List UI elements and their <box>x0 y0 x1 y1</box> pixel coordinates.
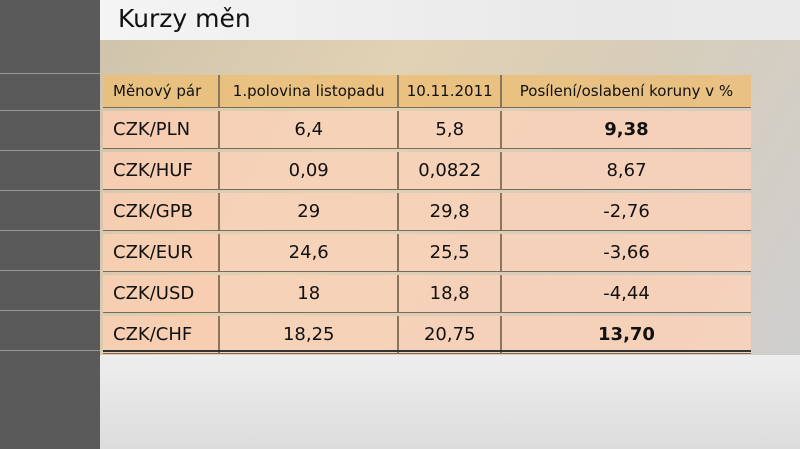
strip-line <box>0 230 100 231</box>
table-row: CZK/USD 18 18,8 -4,44 <box>103 275 751 313</box>
table-cell: 5,8 <box>399 111 502 149</box>
header-row: Měnový pár 1.polovina listopadu 10.11.2011… <box>103 75 751 108</box>
bottom-band <box>100 355 800 449</box>
table-cell: 0,0822 <box>399 152 502 190</box>
table-cell: 20,75 <box>399 316 502 354</box>
table-row: CZK/HUF 0,09 0,0822 8,67 <box>103 152 751 190</box>
table-row: CZK/PLN 6,4 5,8 9,38 <box>103 111 751 149</box>
table-cell: CZK/USD <box>103 275 220 313</box>
table-cell: 29,8 <box>399 193 502 231</box>
table-row: CZK/CHF 18,25 20,75 13,70 <box>103 316 751 354</box>
strip-line <box>0 150 100 151</box>
title-bar <box>100 0 800 40</box>
table-cell: 0,09 <box>219 152 400 190</box>
table-row: CZK/EUR 24,6 25,5 -3,66 <box>103 234 751 272</box>
table-cell: 25,5 <box>399 234 502 272</box>
table-cell: CZK/CHF <box>103 316 220 354</box>
strip-line <box>0 350 100 351</box>
column-header: Posílení/oslabení koruny v % <box>501 75 751 108</box>
table-bottom-line <box>103 350 751 352</box>
table-cell: 24,6 <box>219 234 400 272</box>
table-cell: -3,66 <box>501 234 751 272</box>
table-cell: -2,76 <box>501 193 751 231</box>
table-cell: 13,70 <box>501 316 751 354</box>
table-cell: -4,44 <box>501 275 751 313</box>
strip-line <box>0 73 100 74</box>
title: Kurzy měn <box>118 4 251 33</box>
column-header: 1.polovina listopadu <box>219 75 400 108</box>
strip-line <box>0 270 100 271</box>
strip-line <box>0 190 100 191</box>
side-strip <box>0 0 100 449</box>
strip-line <box>0 310 100 311</box>
table-cell: 9,38 <box>501 111 751 149</box>
table-cell: CZK/PLN <box>103 111 220 149</box>
table-body: CZK/PLN 6,4 5,8 9,38 CZK/HUF 0,09 0,0822 8,67 CZ… <box>103 111 751 354</box>
column-header: 10.11.2011 <box>399 75 502 108</box>
table-cell: CZK/EUR <box>103 234 220 272</box>
table-cell: 29 <box>219 193 400 231</box>
strip-line <box>0 110 100 111</box>
table-cell: CZK/HUF <box>103 152 220 190</box>
table-cell: CZK/GPB <box>103 193 220 231</box>
table-cell: 8,67 <box>501 152 751 190</box>
table-row: CZK/GPB 29 29,8 -2,76 <box>103 193 751 231</box>
rates-table: Měnový pár 1.polovina listopadu 10.11.2011… <box>103 72 751 357</box>
table-cell: 18,25 <box>219 316 400 354</box>
column-header: Měnový pár <box>103 75 220 108</box>
table-cell: 18,8 <box>399 275 502 313</box>
table-cell: 6,4 <box>219 111 400 149</box>
table-cell: 18 <box>219 275 400 313</box>
